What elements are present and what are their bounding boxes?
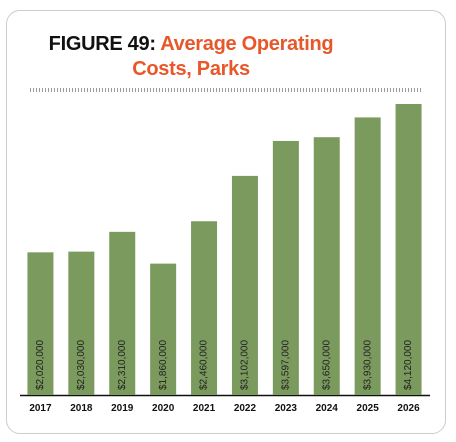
card (6, 10, 446, 434)
bar (395, 104, 422, 395)
value-label: $3,597,000 (280, 340, 291, 390)
value-label: $1,860,000 (158, 340, 169, 390)
chart-heading: FIGURE 49: Average Operating Costs, Park… (26, 32, 356, 82)
x-tick-label: 2024 (316, 403, 339, 414)
value-label: $2,020,000 (35, 340, 46, 390)
value-label: $2,460,000 (199, 340, 210, 390)
chart-subtitle: Average Operating Costs, Parks (132, 33, 334, 80)
x-tick-label: 2020 (152, 403, 175, 414)
x-tick-label: 2018 (70, 403, 93, 414)
bar (150, 263, 177, 395)
value-label: $3,102,000 (240, 340, 251, 390)
x-tick-label: 2022 (234, 403, 257, 414)
bar (191, 221, 218, 395)
bar (27, 252, 54, 395)
x-tick-label: 2021 (193, 403, 216, 414)
value-label: $2,030,000 (76, 340, 87, 390)
value-label: $4,120,000 (403, 340, 414, 390)
value-label: $3,930,000 (362, 340, 373, 390)
x-tick-label: 2017 (29, 403, 52, 414)
x-tick-label: 2025 (357, 403, 380, 414)
x-tick-label: 2023 (275, 403, 298, 414)
bar (231, 175, 258, 395)
bar (68, 251, 95, 395)
value-label: $3,650,000 (321, 340, 332, 390)
bar (272, 140, 299, 395)
bar (354, 117, 381, 395)
x-tick-label: 2026 (397, 403, 420, 414)
bar (109, 231, 136, 395)
value-label: $2,310,000 (117, 340, 128, 390)
bar (313, 137, 340, 396)
x-tick-label: 2019 (111, 403, 134, 414)
chart-title: FIGURE 49: (48, 33, 156, 55)
